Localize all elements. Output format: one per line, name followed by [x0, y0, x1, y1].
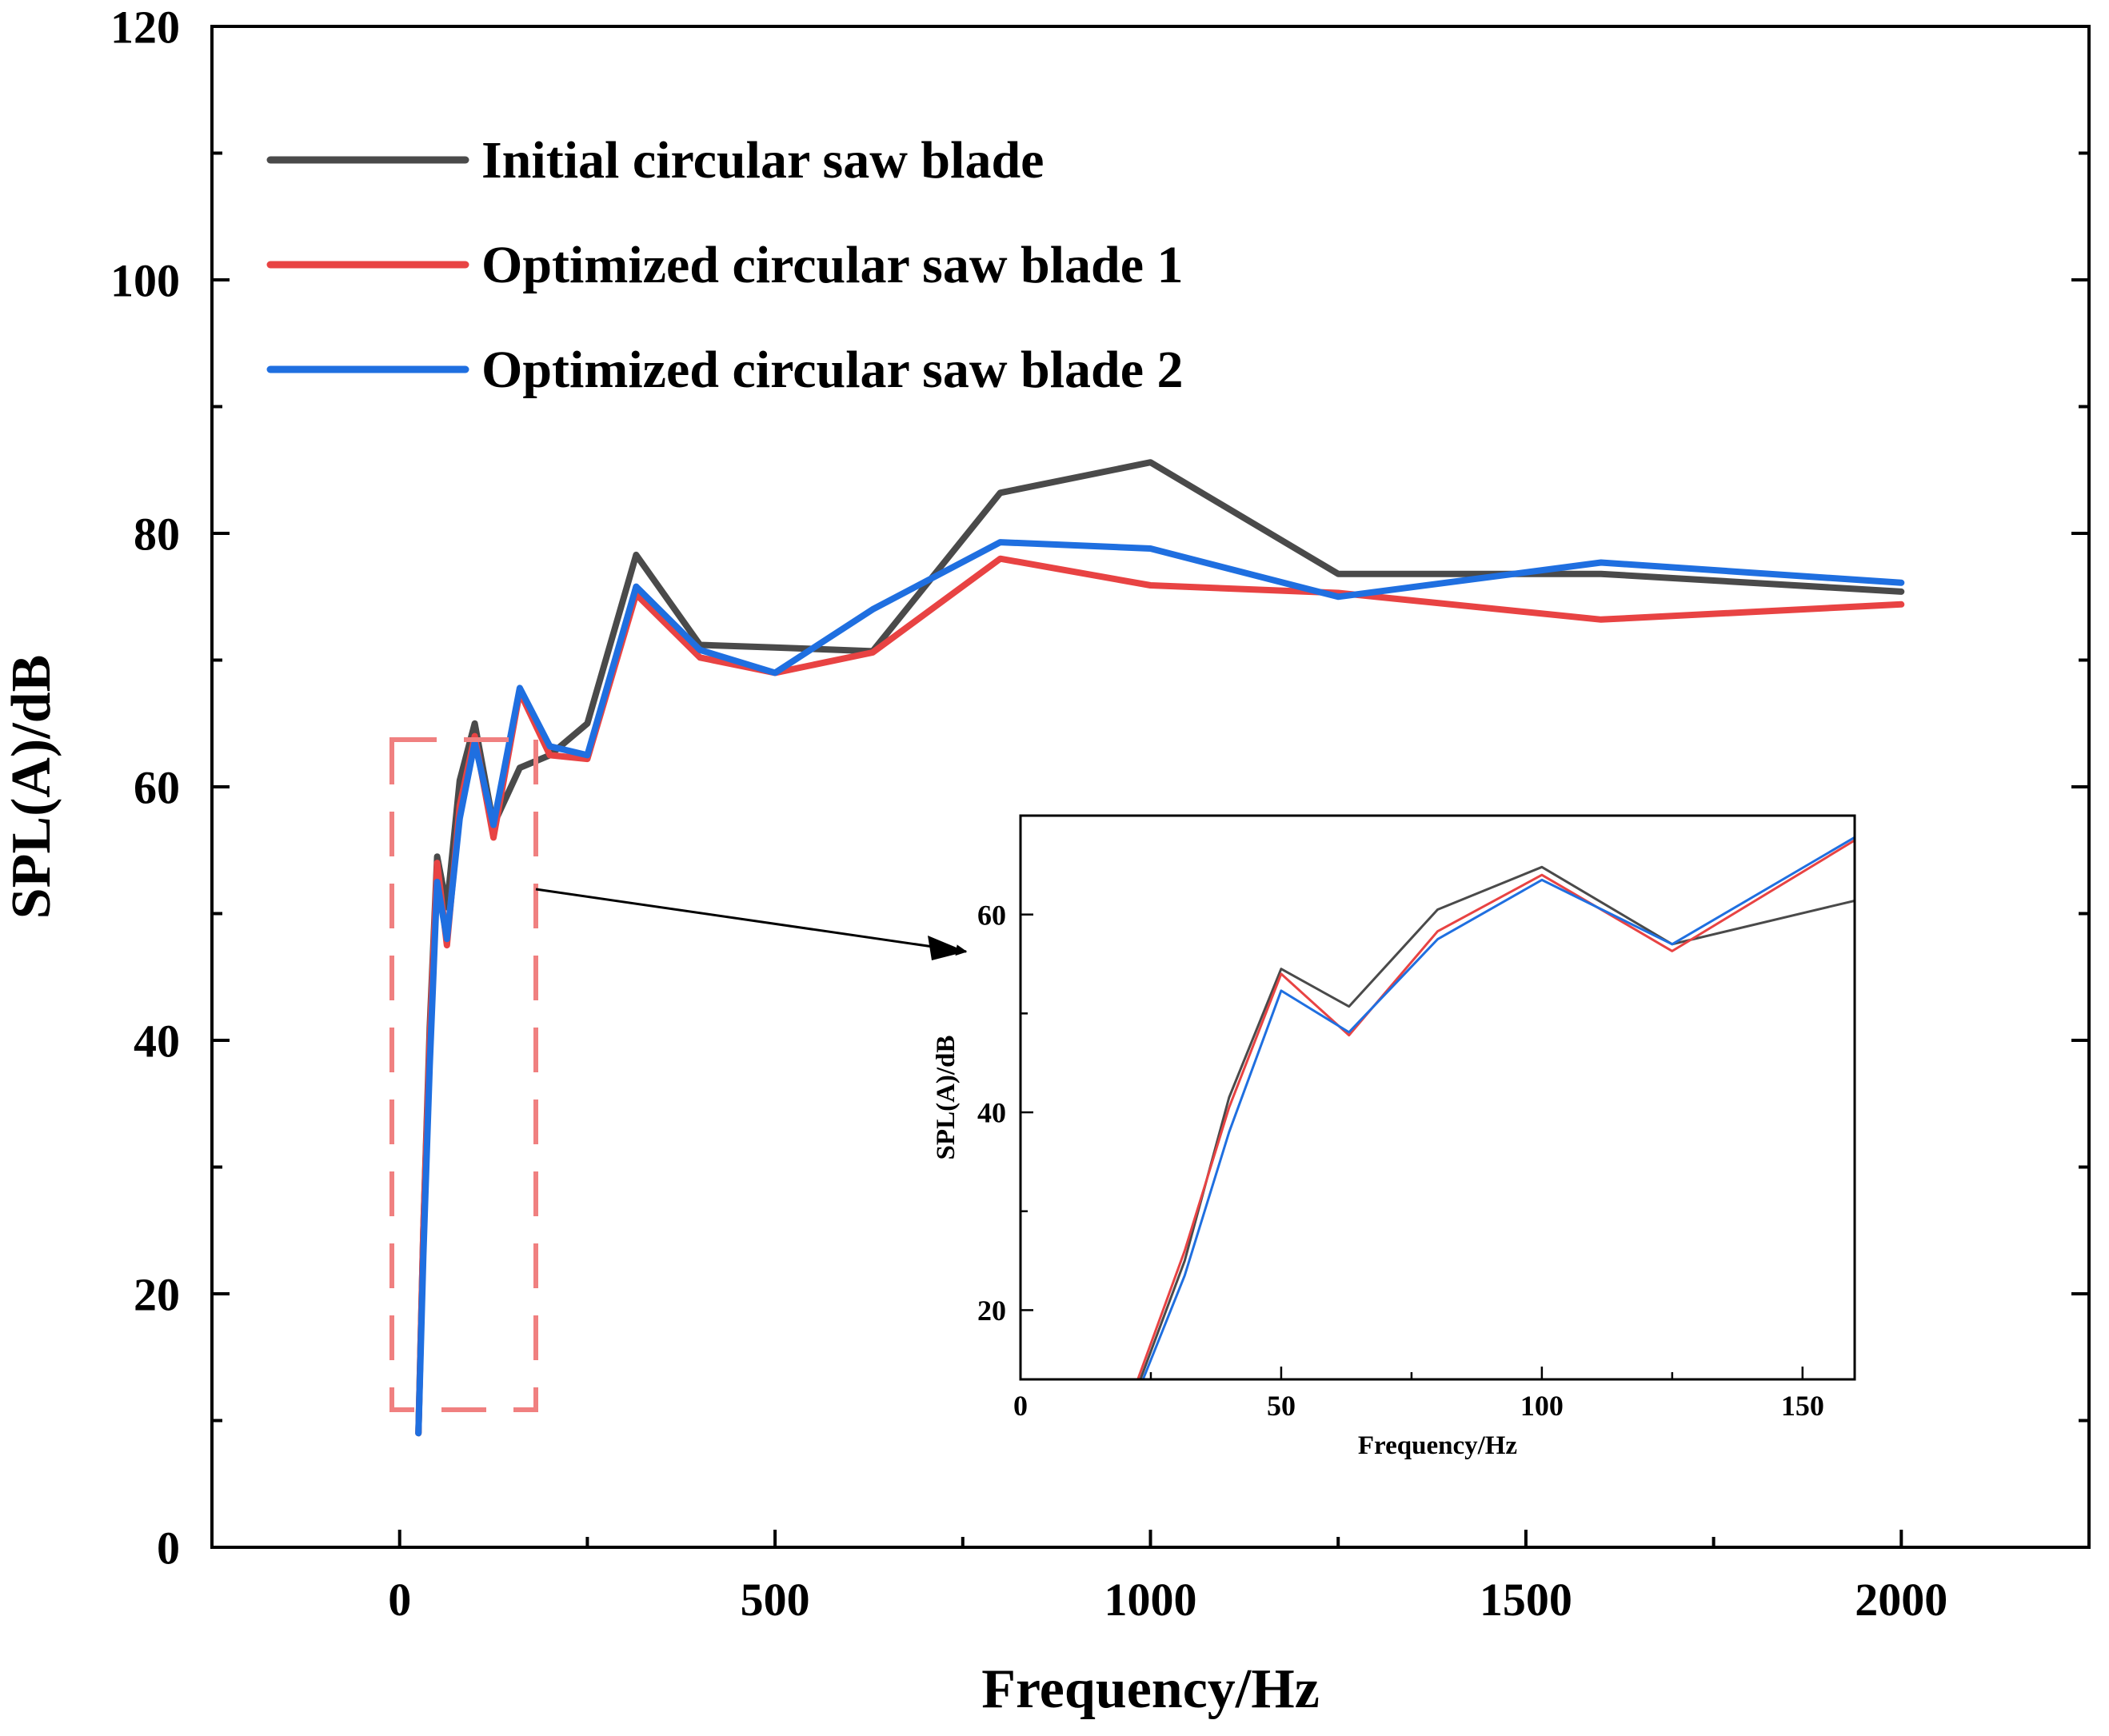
inset-series-optimized-circular-saw-blade-2 [1141, 836, 1855, 1379]
main-y-tick-label-40: 40 [134, 1015, 180, 1067]
main-x-tick-label-500: 500 [741, 1574, 810, 1626]
inset-plot: 0 50 100 150 20 40 60 Frequency/Hz SPL(A)/dB [932, 814, 1856, 1460]
main-series-optimized-circular-saw-blade-1 [415, 555, 1905, 1437]
zoom-box [389, 737, 538, 1412]
main-x-tick-label-2000: 2000 [1855, 1574, 1947, 1626]
main-y-tick-label-20: 20 [134, 1268, 180, 1320]
main-x-axis-title: Frequency/Hz [981, 1658, 1320, 1720]
main-y-tick-label-0: 0 [157, 1522, 180, 1574]
main-y-tick-label-100: 100 [110, 254, 180, 306]
inset-x-tick-label-100: 100 [1520, 1390, 1564, 1422]
main-x-tick-label-0: 0 [388, 1574, 411, 1626]
inset-y-tick-label-40: 40 [977, 1097, 1006, 1129]
main-series-optimized-circular-saw-blade-2 [415, 539, 1905, 1437]
inset-x-tick-label-0: 0 [1013, 1390, 1028, 1422]
inset-x-axis-title: Frequency/Hz [1358, 1431, 1517, 1460]
inset-plot-frame [1019, 814, 1856, 1381]
zoom-indicator [389, 737, 968, 1412]
legend-label-optimized-circular-saw-blade-2: Optimized circular saw blade 2 [481, 341, 1184, 399]
legend-label-initial-circular-saw-blade: Initial circular saw blade [481, 131, 1044, 190]
main-y-tick-label-60: 60 [134, 761, 180, 813]
legend: Initial circular saw blade Optimized circ… [266, 131, 1184, 399]
main-x-tick-label-1500: 1500 [1480, 1574, 1572, 1626]
inset-y-tick-label-20: 20 [977, 1295, 1006, 1327]
main-y-tick-label-80: 80 [134, 508, 180, 560]
inset-y-axis-title: SPL(A)/dB [932, 1036, 961, 1160]
main-x-tick-label-1000: 1000 [1104, 1574, 1197, 1626]
main-y-tick-label-120: 120 [110, 1, 180, 53]
inset-x-tick-label-50: 50 [1267, 1390, 1296, 1422]
inset-series-optimized-circular-saw-blade-1 [1136, 839, 1855, 1379]
inset-y-tick-label-60: 60 [977, 899, 1006, 931]
inset-x-tick-label-150: 150 [1781, 1390, 1824, 1422]
legend-label-optimized-circular-saw-blade-1: Optimized circular saw blade 1 [481, 236, 1184, 294]
zoom-arrow [535, 888, 968, 956]
inset-background [1021, 816, 1855, 1379]
main-y-axis-title: SPL(A)/dB [1, 655, 62, 920]
zoom-arrow-head [928, 936, 966, 960]
